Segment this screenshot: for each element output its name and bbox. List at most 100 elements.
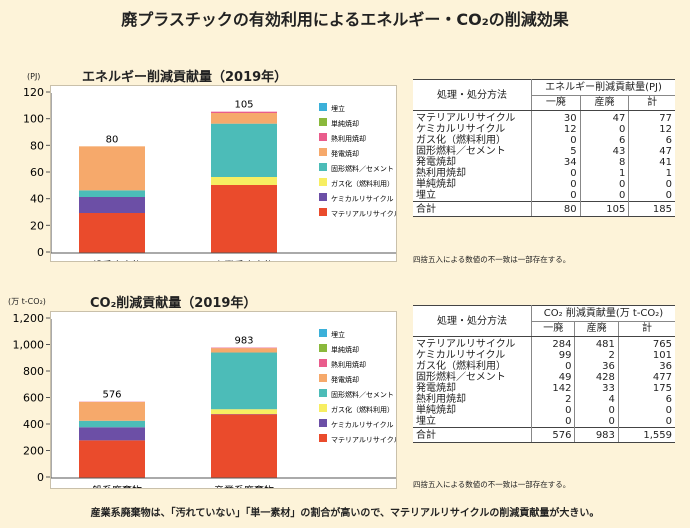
bar-total-label: 80 <box>106 134 119 145</box>
table-column-header: 計 <box>628 95 675 111</box>
main-title: 廃プラスチックの有効利用によるエネルギー・CO₂の削減効果 <box>121 10 569 29</box>
y-tick-label: 1,200 <box>13 312 45 325</box>
legend-swatch <box>319 329 327 337</box>
legend-label: 熱利用焼却 <box>331 134 366 143</box>
table-value-cell: 6 <box>580 135 630 146</box>
table-row: 単純焼却 0 0 0 <box>413 179 675 190</box>
legend-swatch <box>319 404 327 412</box>
table-value-cell: 36 <box>574 361 619 372</box>
table-method-cell: ガス化（燃料利用） <box>413 361 532 372</box>
table-row: 発電焼却 34 8 41 <box>413 157 675 168</box>
table-row: マテリアルリサイクル 284 481 765 <box>413 336 675 350</box>
bar-segment <box>211 352 277 410</box>
table-value-cell: 0 <box>531 135 581 146</box>
table-method-header: 処理・処分方法 <box>413 305 532 337</box>
table-value-cell: 43 <box>580 146 630 157</box>
co2-table: 処理・処分方法 CO₂ 削減貢献量(万 t-CO₂) 一廃 産廃計マテリアルリサイクル… <box>413 305 675 443</box>
x-tick-label: 一般系廃棄物 <box>82 484 142 488</box>
legend-label: ケミカルリサイクル <box>331 195 393 203</box>
bar-segment <box>79 440 145 478</box>
y-tick-label: 0 <box>37 471 44 484</box>
co2-chart-title: CO₂削減貢献量（2019年） <box>90 296 257 311</box>
table-row: 熱利用焼却 2 4 6 <box>413 394 675 405</box>
table-column-header: 産廃 <box>574 321 619 337</box>
y-tick-label: 40 <box>30 193 44 206</box>
table-total-value: 80 <box>531 201 581 217</box>
table-method-cell: 固形燃料／セメント <box>413 146 532 157</box>
y-tick-label: 800 <box>23 365 44 378</box>
legend-label: ケミカルリサイクル <box>331 421 393 429</box>
energy-table-note: 四捨五入による数値の不一致は一部存在する。 <box>413 255 571 264</box>
table-total-label: 合計 <box>413 427 532 443</box>
bar-total-label: 576 <box>102 390 121 401</box>
table-value-cell: 0 <box>580 190 630 202</box>
legend-swatch <box>319 163 327 171</box>
table-value-cell: 101 <box>652 350 672 361</box>
bar-total-label: 983 <box>234 336 253 347</box>
table-method-cell: マテリアルリサイクル <box>413 336 532 350</box>
table-value-cell: 1 <box>665 168 672 179</box>
bar-segment <box>211 123 277 177</box>
table-value-cell: 0 <box>574 416 619 428</box>
table-value-cell: 2 <box>531 394 576 405</box>
table-total-value: 1,559 <box>618 427 675 443</box>
table-value-cell: 99 <box>531 350 576 361</box>
legend-label: 固形燃料／セメント <box>331 390 394 399</box>
legend-label: 発電焼却 <box>331 375 359 384</box>
table-method-cell: 熱利用焼却 <box>413 394 532 405</box>
table-value-cell: 47 <box>659 146 672 157</box>
legend-swatch <box>319 374 327 382</box>
table-method-cell: 埋立 <box>413 416 532 428</box>
bar-segment <box>211 347 277 349</box>
table-total-value: 185 <box>628 201 675 217</box>
energy-chart-panel: 80 一般系廃棄物 105 産業系廃棄物 埋立単純焼却熱利用焼却発電焼却固形燃料／セメン… <box>50 85 401 272</box>
legend-swatch <box>319 103 327 111</box>
table-row: 埋立 0 0 0 <box>413 190 675 202</box>
bar-segment <box>211 113 277 124</box>
table-group-header: エネルギー削減貢献量(PJ) <box>531 79 675 96</box>
bar-segment <box>211 409 277 415</box>
table-value-cell: 284 <box>531 336 576 350</box>
table-value-cell: 49 <box>531 372 576 383</box>
bar-segment <box>79 401 145 421</box>
table-method-cell: 埋立 <box>413 190 532 202</box>
table-value-cell: 0 <box>665 190 672 201</box>
energy-chart-unit: (PJ) <box>27 72 41 81</box>
bar-segment <box>211 177 277 185</box>
legend-label: 発電焼却 <box>331 149 359 158</box>
y-tick-label: 600 <box>23 392 44 405</box>
table-value-cell: 0 <box>580 179 630 190</box>
table-column-header: 計 <box>618 321 675 337</box>
table-row: 熱利用焼却 0 1 1 <box>413 168 675 179</box>
table-row: 発電焼却 142 33 175 <box>413 383 675 394</box>
table-value-cell: 1 <box>580 168 630 179</box>
table-value-cell: 765 <box>652 339 672 350</box>
table-row: 単純焼却 0 0 0 <box>413 405 675 416</box>
y-tick-label: 0 <box>37 246 44 259</box>
legend-label: 埋立 <box>331 330 345 339</box>
legend-label: 単純焼却 <box>331 345 359 354</box>
legend-label: マテリアルリサイクル <box>331 436 396 444</box>
legend-swatch <box>319 434 327 442</box>
table-value-cell: 5 <box>531 146 581 157</box>
table-method-cell: マテリアルリサイクル <box>413 110 532 124</box>
bar-segment <box>79 213 145 253</box>
energy-y-axis: 0 20 40 60 80 100 120 <box>23 86 50 259</box>
table-total-value: 983 <box>574 427 619 443</box>
table-value-cell: 175 <box>652 383 672 394</box>
x-tick-label: 産業系廃棄物 <box>214 259 274 261</box>
legend-swatch <box>319 389 327 397</box>
table-row: 固形燃料／セメント 49 428 477 <box>413 372 675 383</box>
legend-label: 固形燃料／セメント <box>331 164 394 173</box>
table-group-header: CO₂ 削減貢献量(万 t-CO₂) <box>531 305 675 322</box>
legend-label: 熱利用焼却 <box>331 360 366 369</box>
y-tick-label: 80 <box>30 139 44 152</box>
table-value-cell: 0 <box>531 168 581 179</box>
legend-label: ガス化（燃料利用） <box>331 179 394 188</box>
table-method-cell: 単純焼却 <box>413 405 532 416</box>
table-value-cell: 0 <box>531 190 581 202</box>
table-value-cell: 34 <box>531 157 581 168</box>
table-value-cell: 6 <box>665 394 672 405</box>
table-value-cell: 0 <box>665 179 672 190</box>
table-total-value: 105 <box>580 201 630 217</box>
